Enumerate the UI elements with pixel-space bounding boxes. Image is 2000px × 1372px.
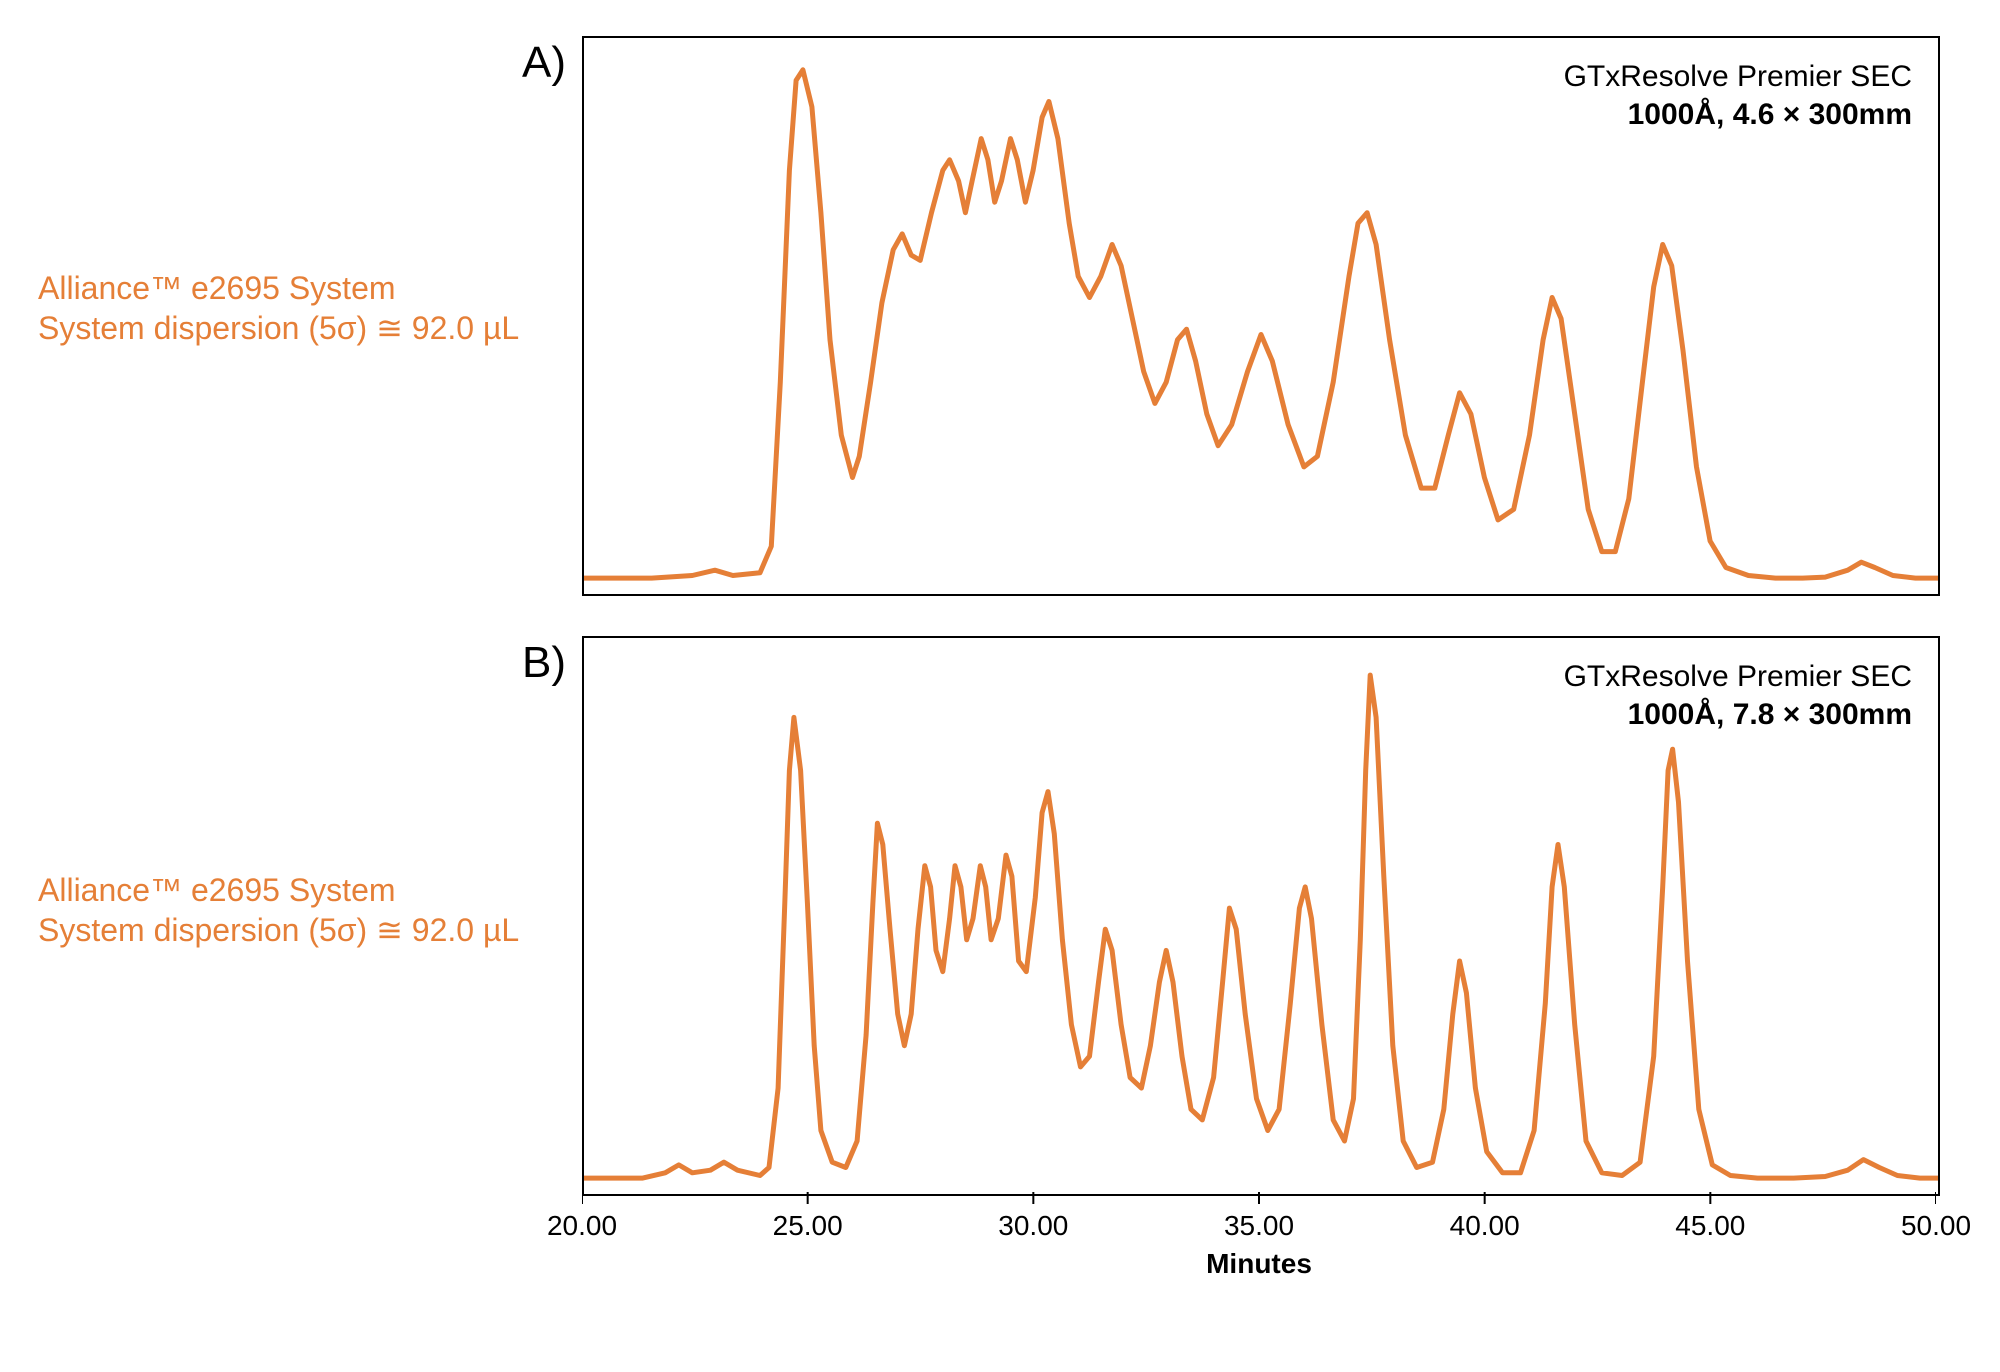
column-product-line: GTxResolve Premier SEC [1564,658,1912,696]
column-dimensions-line: 1000Å, 4.6 × 300mm [1564,96,1912,134]
column-dimensions-line: 1000Å, 7.8 × 300mm [1564,696,1912,734]
panel-column-label: GTxResolve Premier SEC1000Å, 7.8 × 300mm [1564,658,1912,733]
x-axis-ticks [582,1192,1936,1206]
x-tick-label: 30.00 [998,1210,1068,1242]
panel-column-label: GTxResolve Premier SEC1000Å, 4.6 × 300mm [1564,58,1912,133]
x-tick-label: 20.00 [547,1210,617,1242]
x-tick-label: 50.00 [1901,1210,1971,1242]
x-tick-label: 35.00 [1224,1210,1294,1242]
x-tick-label: 25.00 [773,1210,843,1242]
system-label-b: Alliance™ e2695 SystemSystem dispersion … [38,870,519,950]
system-name-line: Alliance™ e2695 System [38,870,519,910]
x-tick-label: 40.00 [1450,1210,1520,1242]
panel-letter-a: A) [522,38,566,88]
system-dispersion-line: System dispersion (5σ) ≅ 92.0 µL [38,308,519,348]
x-tick-label: 45.00 [1675,1210,1745,1242]
system-name-line: Alliance™ e2695 System [38,268,519,308]
system-dispersion-line: System dispersion (5σ) ≅ 92.0 µL [38,910,519,950]
system-label-a: Alliance™ e2695 SystemSystem dispersion … [38,268,519,348]
panel-letter-b: B) [522,638,566,688]
figure-stage: GTxResolve Premier SEC1000Å, 4.6 × 300mm… [0,0,2000,1372]
x-axis-title: Minutes [1206,1248,1312,1280]
column-product-line: GTxResolve Premier SEC [1564,58,1912,96]
